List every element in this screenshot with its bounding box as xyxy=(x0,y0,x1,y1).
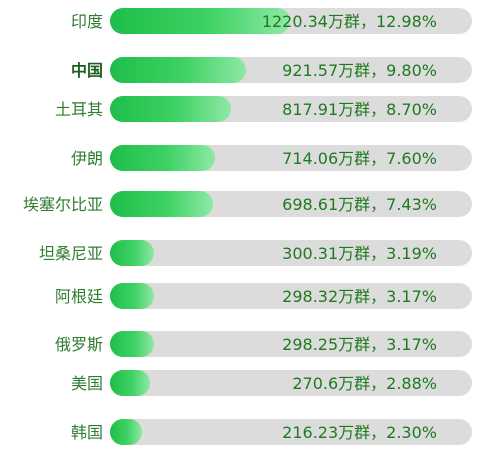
bar-row: 美国 270.6万群，2.88% xyxy=(0,370,490,398)
category-label: 坦桑尼亚 xyxy=(38,244,103,263)
data-label: 216.23万群，2.30% xyxy=(282,423,437,442)
bar xyxy=(110,240,155,266)
bar xyxy=(110,57,246,83)
bar-track xyxy=(110,370,472,396)
bar-row: 埃塞尔比亚 698.61万群，7.43% xyxy=(0,191,490,219)
bar xyxy=(110,331,154,357)
data-label: 298.25万群，3.17% xyxy=(282,335,437,354)
data-label: 921.57万群，9.80% xyxy=(282,61,437,80)
bar-row: 俄罗斯 298.25万群，3.17% xyxy=(0,331,490,359)
data-label: 300.31万群，3.19% xyxy=(282,244,437,263)
bar-row: 韩国 216.23万群，2.30% xyxy=(0,419,490,447)
bar-track xyxy=(110,283,472,309)
bar xyxy=(110,283,154,309)
category-label: 韩国 xyxy=(70,423,103,442)
data-label: 270.6万群，2.88% xyxy=(292,374,437,393)
category-label: 埃塞尔比亚 xyxy=(22,195,103,214)
bar-row: 中国 921.57万群，9.80% xyxy=(0,57,490,85)
bar xyxy=(110,370,150,396)
bar-track xyxy=(110,331,472,357)
bar xyxy=(110,145,216,171)
category-label: 印度 xyxy=(70,12,103,31)
bar xyxy=(110,96,231,122)
category-label: 伊朗 xyxy=(70,149,103,168)
bar-row: 阿根廷 298.32万群，3.17% xyxy=(0,283,490,311)
data-label: 1220.34万群，12.98% xyxy=(261,12,437,31)
data-label: 714.06万群，7.60% xyxy=(282,149,437,168)
bar-row: 伊朗 714.06万群，7.60% xyxy=(0,145,490,173)
category-label: 美国 xyxy=(70,374,103,393)
data-label: 298.32万群，3.17% xyxy=(282,287,437,306)
bar xyxy=(110,8,290,34)
bar-row: 坦桑尼亚 300.31万群，3.19% xyxy=(0,240,490,268)
bar-track xyxy=(110,419,472,445)
bar xyxy=(110,419,142,445)
data-label: 698.61万群，7.43% xyxy=(282,195,437,214)
category-label: 土耳其 xyxy=(54,100,103,119)
category-label: 俄罗斯 xyxy=(54,335,103,354)
bar xyxy=(110,191,213,217)
bar-row: 印度 1220.34万群，12.98% xyxy=(0,8,490,36)
category-label: 阿根廷 xyxy=(54,287,103,306)
category-label: 中国 xyxy=(70,61,103,80)
bar-row: 土耳其 817.91万群，8.70% xyxy=(0,96,490,124)
data-label: 817.91万群，8.70% xyxy=(282,100,437,119)
bar-track xyxy=(110,240,472,266)
